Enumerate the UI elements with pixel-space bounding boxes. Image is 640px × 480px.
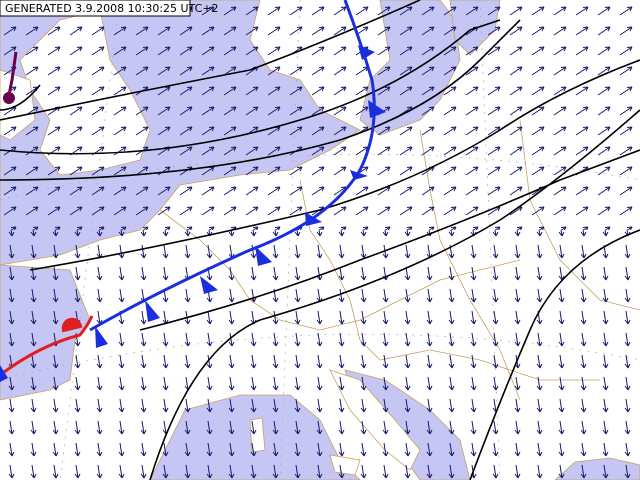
warm-front (0, 315, 94, 382)
timestamp: GENERATED 3.9.2008 10:30:25 UTC+2 (5, 2, 219, 15)
timestamp-box (0, 0, 191, 17)
wind-arrows-north (0, 0, 640, 230)
occluded-front (3, 51, 18, 104)
wind-arrows-south (0, 230, 640, 480)
cold-front (89, 0, 386, 348)
